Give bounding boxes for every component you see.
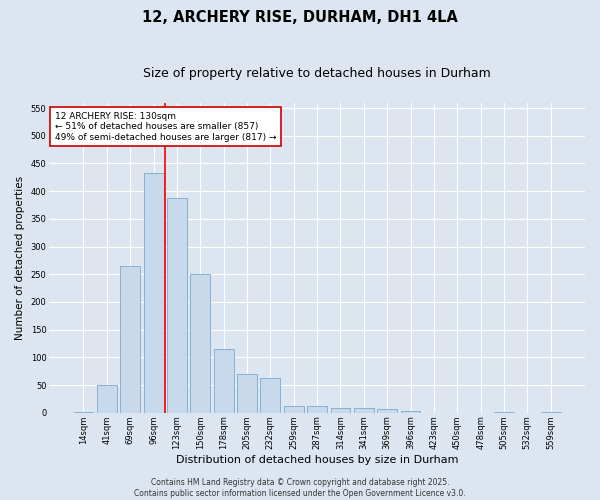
Text: Contains HM Land Registry data © Crown copyright and database right 2025.
Contai: Contains HM Land Registry data © Crown c… xyxy=(134,478,466,498)
Title: Size of property relative to detached houses in Durham: Size of property relative to detached ho… xyxy=(143,68,491,80)
Bar xyxy=(214,349,233,413)
Bar xyxy=(354,408,374,413)
Bar xyxy=(494,412,514,413)
Bar xyxy=(307,406,327,413)
Bar xyxy=(284,406,304,413)
Bar xyxy=(377,410,397,413)
Bar xyxy=(120,266,140,413)
Bar xyxy=(401,410,421,413)
Bar xyxy=(331,408,350,413)
Bar xyxy=(97,385,117,413)
Bar xyxy=(190,274,210,413)
Bar xyxy=(260,378,280,413)
Text: 12, ARCHERY RISE, DURHAM, DH1 4LA: 12, ARCHERY RISE, DURHAM, DH1 4LA xyxy=(142,10,458,25)
X-axis label: Distribution of detached houses by size in Durham: Distribution of detached houses by size … xyxy=(176,455,458,465)
Bar xyxy=(541,412,560,413)
Bar xyxy=(237,374,257,413)
Y-axis label: Number of detached properties: Number of detached properties xyxy=(15,176,25,340)
Bar xyxy=(167,198,187,413)
Bar xyxy=(74,412,94,413)
Text: 12 ARCHERY RISE: 130sqm
← 51% of detached houses are smaller (857)
49% of semi-d: 12 ARCHERY RISE: 130sqm ← 51% of detache… xyxy=(55,112,276,142)
Bar xyxy=(143,174,164,413)
